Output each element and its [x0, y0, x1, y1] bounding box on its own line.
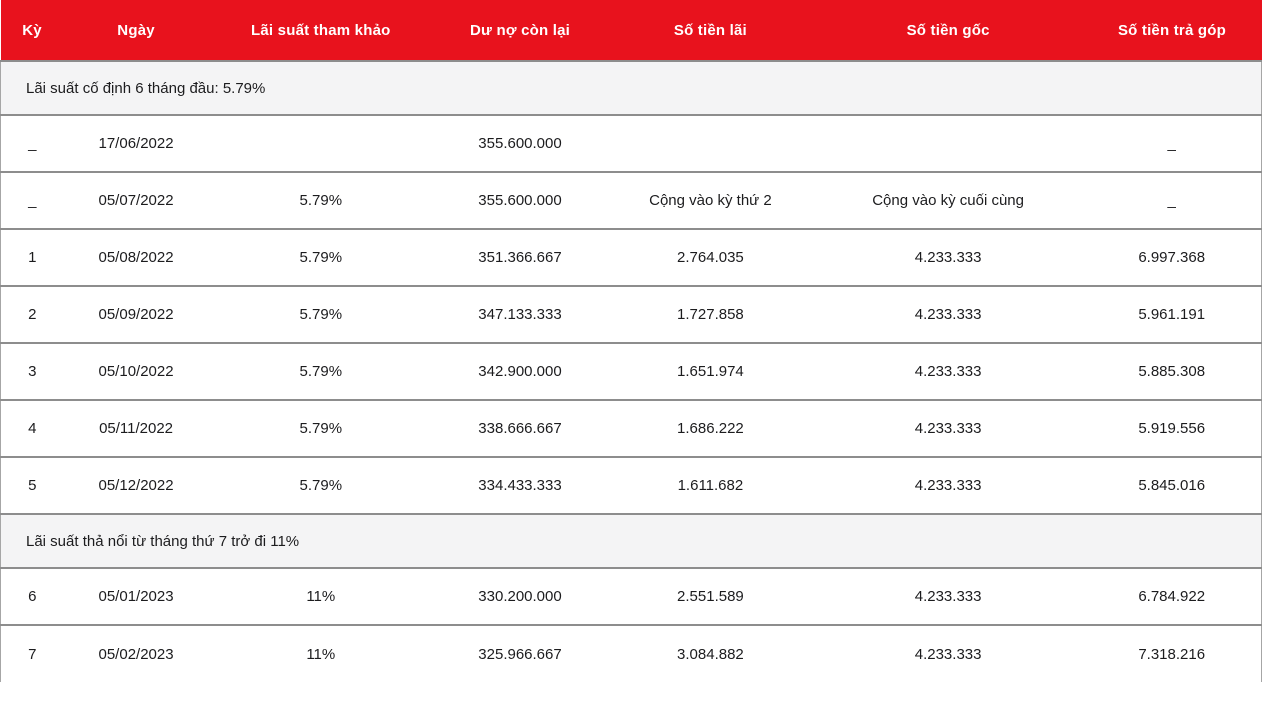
column-header-so-tien-tra-gop: Số tiền trả góp — [1082, 0, 1262, 61]
cell-lai-suat-tham-khao: 5.79% — [299, 420, 343, 437]
section-label: Lãi suất thả nổi từ tháng thứ 7 trở đi 1… — [0, 514, 1262, 568]
cell-so-tien-goc — [814, 115, 1083, 172]
cell-so-tien-goc: 4.233.333 — [914, 249, 982, 266]
cell-lai-suat-tham-khao: 5.79% — [299, 363, 343, 380]
cell-so-tien-tra-gop: 5.885.308 — [1082, 343, 1262, 400]
cell-ngay: 17/06/2022 — [98, 135, 174, 152]
table-row: _ 17/06/2022 355.600.000 _ — [0, 115, 1262, 172]
cell-ky: 5 — [0, 457, 64, 514]
section-row: Lãi suất cố định 6 tháng đầu: 5.79% — [0, 61, 1262, 115]
cell-so-tien-lai: 1.611.682 — [677, 477, 744, 494]
cell-so-tien-lai — [607, 115, 814, 172]
cell-lai-suat-tham-khao: 5.79% — [299, 192, 343, 209]
cell-so-tien-lai: 3.084.882 — [677, 645, 744, 663]
section-label: Lãi suất cố định 6 tháng đầu: 5.79% — [0, 61, 1262, 115]
cell-lai-suat-tham-khao — [209, 115, 433, 172]
cell-du-no-con-lai: 330.200.000 — [478, 588, 562, 605]
cell-lai-suat-tham-khao: 11% — [306, 645, 336, 663]
cell-so-tien-lai: Cộng vào kỳ thứ 2 — [649, 192, 772, 209]
cell-lai-suat-tham-khao: 5.79% — [299, 306, 343, 323]
cell-ngay: 05/01/2023 — [98, 588, 174, 605]
cell-ky: 3 — [0, 343, 64, 400]
column-header-du-no-con-lai: Dư nợ còn lại — [433, 0, 608, 61]
column-header-lai-suat-tham-khao: Lãi suất tham khảo — [208, 0, 433, 61]
cell-so-tien-lai: 1.651.974 — [677, 363, 744, 380]
cell-so-tien-goc: 4.233.333 — [914, 588, 982, 605]
cell-ngay: 05/10/2022 — [98, 363, 174, 380]
cell-so-tien-lai: 1.727.858 — [677, 306, 744, 323]
cell-so-tien-goc: Cộng vào kỳ cuối cùng — [872, 192, 1024, 209]
cell-ngay: 05/09/2022 — [98, 306, 174, 323]
cell-ky: _ — [0, 115, 64, 172]
cell-so-tien-lai: 1.686.222 — [677, 420, 744, 437]
cell-ky: 7 — [0, 625, 64, 682]
column-header-ky: Kỳ — [0, 0, 64, 61]
cell-so-tien-goc: 4.233.333 — [914, 420, 982, 437]
table-row: 2 05/09/2022 5.79% 347.133.333 1.727.858 4.23… — [0, 286, 1262, 343]
schedule-table-body: Lãi suất cố định 6 tháng đầu: 5.79% _ 17/0… — [0, 61, 1262, 682]
cell-so-tien-goc: 4.233.333 — [914, 645, 982, 663]
table-row: 7 05/02/2023 11% 325.966.667 3.084.882 4.233.… — [0, 625, 1262, 682]
column-header-so-tien-goc: Số tiền gốc — [813, 0, 1083, 61]
cell-du-no-con-lai: 342.900.000 — [478, 363, 562, 380]
cell-ky: 6 — [0, 568, 64, 625]
table-row: 6 05/01/2023 11% 330.200.000 2.551.589 4.233.… — [0, 568, 1262, 625]
cell-so-tien-tra-gop: _ — [1082, 115, 1262, 172]
table-row: 4 05/11/2022 5.79% 338.666.667 1.686.222 4.23… — [0, 400, 1262, 457]
cell-du-no-con-lai: 355.600.000 — [478, 135, 562, 152]
cell-du-no-con-lai: 351.366.667 — [478, 249, 562, 266]
cell-so-tien-goc: 4.233.333 — [914, 477, 982, 494]
cell-ngay: 05/08/2022 — [98, 249, 174, 266]
cell-so-tien-tra-gop: 6.784.922 — [1082, 568, 1262, 625]
cell-so-tien-tra-gop: 5.919.556 — [1082, 400, 1262, 457]
cell-ngay: 05/11/2022 — [99, 420, 174, 437]
table-row: 3 05/10/2022 5.79% 342.900.000 1.651.974 4.23… — [0, 343, 1262, 400]
table-header: Kỳ Ngày Lãi suất tham khảo Dư nợ còn lại… — [0, 0, 1262, 61]
cell-lai-suat-tham-khao: 5.79% — [299, 249, 343, 266]
cell-so-tien-tra-gop: 5.961.191 — [1082, 286, 1262, 343]
table-row: 1 05/08/2022 5.79% 351.366.667 2.764.035 4.23… — [0, 229, 1262, 286]
section-row: Lãi suất thả nổi từ tháng thứ 7 trở đi 1… — [0, 514, 1262, 568]
cell-lai-suat-tham-khao: 11% — [306, 588, 336, 605]
cell-ngay: 05/12/2022 — [98, 477, 174, 494]
cell-du-no-con-lai: 355.600.000 — [478, 192, 562, 209]
cell-ngay: 05/02/2023 — [98, 645, 174, 663]
cell-du-no-con-lai: 325.966.667 — [478, 645, 562, 663]
cell-so-tien-goc: 4.233.333 — [914, 363, 982, 380]
cell-so-tien-tra-gop: 7.318.216 — [1082, 625, 1262, 682]
cell-ky: _ — [0, 172, 64, 229]
cell-du-no-con-lai: 334.433.333 — [478, 477, 562, 494]
cell-so-tien-lai: 2.764.035 — [677, 249, 744, 266]
table-row: _ 05/07/2022 5.79% 355.600.000 Cộng vào kỳ t… — [0, 172, 1262, 229]
column-header-ngay: Ngày — [63, 0, 209, 61]
cell-so-tien-goc: 4.233.333 — [914, 306, 982, 323]
cell-so-tien-tra-gop: 6.997.368 — [1082, 229, 1262, 286]
cell-ky: 1 — [0, 229, 64, 286]
cell-du-no-con-lai: 338.666.667 — [478, 420, 562, 437]
cell-so-tien-tra-gop: _ — [1082, 172, 1262, 229]
table-row: 5 05/12/2022 5.79% 334.433.333 1.611.682 4.23… — [0, 457, 1262, 514]
header-row: Kỳ Ngày Lãi suất tham khảo Dư nợ còn lại… — [0, 0, 1262, 61]
cell-lai-suat-tham-khao: 5.79% — [299, 477, 343, 494]
cell-ngay: 05/07/2022 — [98, 192, 174, 209]
cell-ky: 4 — [0, 400, 64, 457]
column-header-so-tien-lai: Số tiền lãi — [607, 0, 814, 61]
cell-so-tien-tra-gop: 5.845.016 — [1082, 457, 1262, 514]
cell-du-no-con-lai: 347.133.333 — [478, 306, 562, 323]
cell-so-tien-lai: 2.551.589 — [677, 588, 744, 605]
amortization-schedule-table: Kỳ Ngày Lãi suất tham khảo Dư nợ còn lại… — [0, 0, 1262, 682]
cell-ky: 2 — [0, 286, 64, 343]
